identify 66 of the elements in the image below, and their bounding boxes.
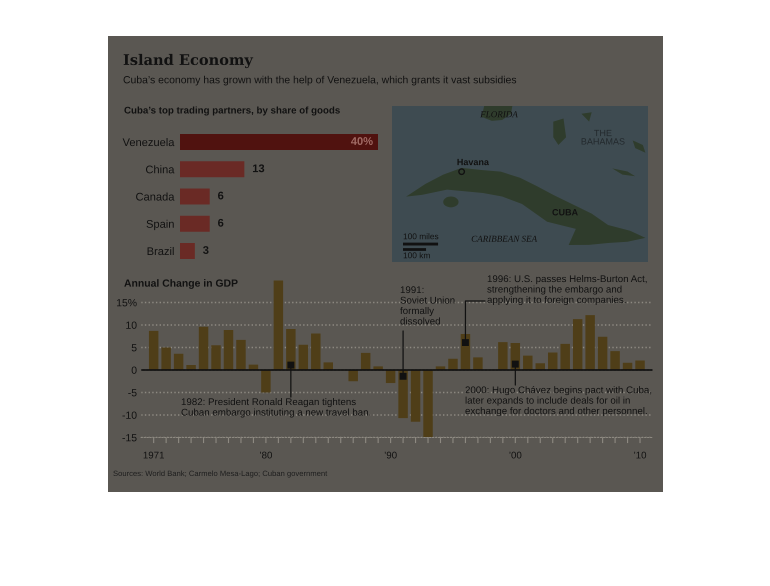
- bar: [410, 370, 420, 422]
- text: 100 miles: [404, 233, 438, 240]
- text: FLORIDA: [480, 111, 518, 118]
- bar: [572, 319, 582, 370]
- bar: [560, 344, 570, 370]
- annotation: 1982: President Ronald Reagan tightens Cuban embargo instituting a new travel ban.: [181, 398, 370, 418]
- y-tick-label: Canada: [136, 192, 174, 201]
- bar: [360, 352, 370, 370]
- bar: [423, 370, 433, 438]
- bar: [180, 161, 244, 178]
- bar: [174, 354, 184, 370]
- x-tick-label: ’10: [634, 452, 646, 459]
- y-tick-label: -5: [128, 389, 137, 396]
- x-tick-label: ’80: [260, 452, 272, 459]
- y-tick-label: Spain: [146, 220, 174, 230]
- y-tick-label: 5: [132, 344, 137, 352]
- x-tick-label: 1971: [144, 452, 164, 459]
- y-tick-label: -10: [122, 412, 137, 419]
- bar: [473, 357, 483, 370]
- bar: [598, 336, 608, 370]
- text: Cuba’s economy has grown with the help of Venezuela, which grants it vast subsidies: [124, 76, 516, 86]
- bar: [224, 330, 234, 370]
- bar: [261, 370, 271, 392]
- x-tick-label: ’00: [509, 452, 522, 459]
- text: 100 km: [404, 252, 430, 258]
- chart-title: Cuba’s top trading partners, by share of goods: [124, 106, 340, 116]
- bar: [498, 342, 508, 370]
- y-tick-label: 15%: [116, 299, 137, 306]
- data-label: 40%: [350, 137, 373, 146]
- bar: [180, 134, 378, 150]
- bar: [448, 358, 458, 370]
- data-label: 6: [218, 218, 224, 227]
- annotation: 1996: U.S. passes Helms-Burton Act, strengthening the embargo and applying it to foreign companies.: [487, 275, 647, 306]
- bar: [148, 330, 158, 370]
- y-tick-label: Brazil: [148, 246, 174, 256]
- bar: [548, 352, 558, 370]
- bar: [198, 326, 208, 370]
- data-label: 3: [203, 246, 209, 254]
- y-tick-label: Venezuela: [122, 138, 174, 146]
- bar: [610, 351, 620, 370]
- bar: [386, 370, 396, 384]
- y-tick-label: 10: [126, 322, 137, 329]
- bar: [348, 370, 358, 382]
- y-tick-label: China: [146, 165, 174, 174]
- bar: [585, 315, 595, 370]
- bar: [311, 334, 321, 370]
- bar: [161, 348, 171, 370]
- text: Island Economy: [124, 54, 254, 68]
- bar: [180, 216, 210, 232]
- bar: [180, 188, 210, 205]
- bar: [236, 340, 246, 370]
- y-tick-label: 0: [132, 366, 137, 374]
- data-label: 6: [218, 192, 224, 200]
- bar: [274, 280, 284, 370]
- bar: [211, 345, 221, 370]
- bar: [523, 356, 533, 370]
- text: Havana: [457, 158, 490, 166]
- annotation: 1991: Soviet Union formally dissolved: [400, 286, 454, 325]
- bar: [298, 344, 308, 370]
- chart-title: Annual Change in GDP: [124, 279, 238, 289]
- text: CARIBBEAN SEA: [472, 236, 538, 242]
- x-tick-label: ’90: [384, 452, 397, 459]
- data-label: 13: [252, 164, 264, 172]
- annotation: 2000: Hugo Chávez begins pact with Cuba, later expands to include deals for oil in exchange for doctors and other personnel.: [465, 386, 652, 416]
- bar: [180, 242, 195, 260]
- y-tick-label: -15: [122, 434, 137, 442]
